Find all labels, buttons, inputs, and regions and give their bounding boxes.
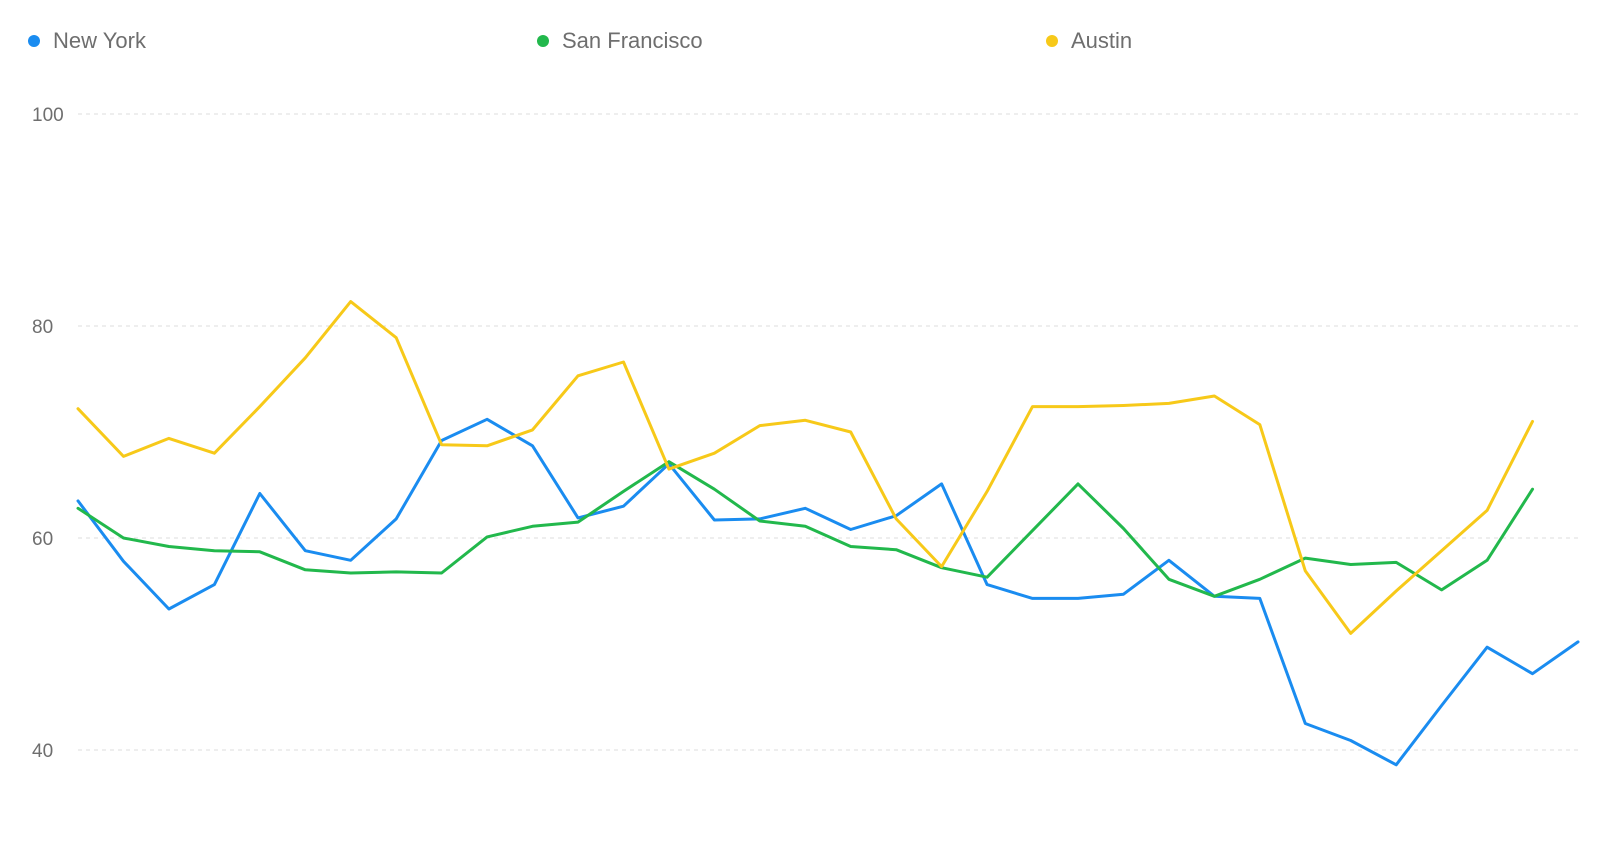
legend-item-austin[interactable]: Austin [1046,26,1132,56]
y-axis: 40 60 80 100 [32,105,64,762]
series-line-austin[interactable] [76,300,1534,635]
legend-label-san-francisco: San Francisco [562,28,703,53]
legend-item-new-york[interactable]: New York [28,26,146,56]
legend-item-san-francisco[interactable]: San Francisco [537,26,703,56]
legend-label-new-york: New York [53,28,146,53]
y-tick-label-100: 100 [32,105,64,126]
grid [78,113,1578,751]
series-line-new-york[interactable] [76,417,1580,767]
y-tick-label-40: 40 [32,741,53,762]
series-lines [76,300,1580,767]
y-tick-label-80: 80 [32,317,53,338]
legend-dot-austin-icon [1046,35,1058,47]
legend-dot-san-francisco-icon [537,35,549,47]
legend-dot-new-york-icon [28,35,40,47]
legend-label-austin: Austin [1071,28,1133,53]
y-tick-label-60: 60 [32,529,53,550]
legend: New York San Francisco Austin [28,26,1568,56]
series-line-san-francisco[interactable] [76,460,1534,598]
